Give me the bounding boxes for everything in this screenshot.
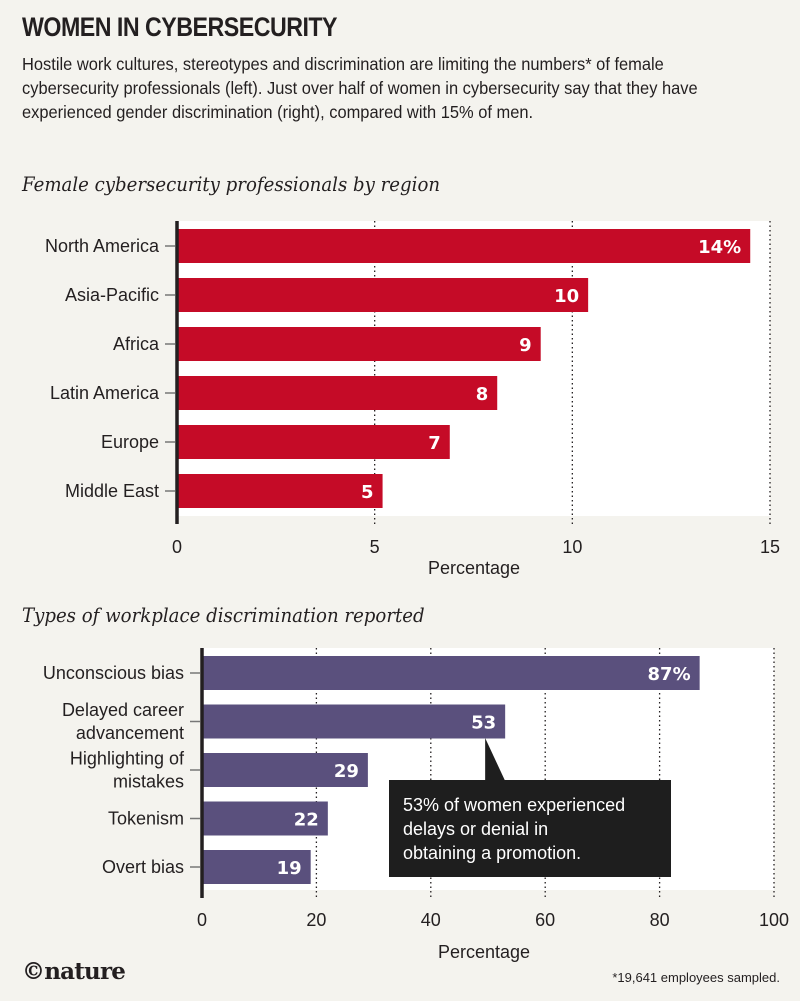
bar-value-label: 22 (294, 810, 319, 831)
bar-value-label: 14% (698, 237, 741, 258)
category-label: mistakes (113, 772, 184, 792)
bar (177, 474, 383, 508)
x-tick-label: 5 (370, 537, 380, 557)
category-label: Delayed career (62, 700, 184, 720)
callout-text: 53% of women experienced (403, 795, 625, 815)
x-axis-title: Percentage (428, 558, 520, 578)
category-label: Overt bias (102, 857, 184, 877)
category-label: Middle East (65, 481, 159, 501)
bar-value-label: 53 (471, 713, 496, 734)
x-tick-label: 60 (535, 910, 555, 930)
page-title: WOMEN IN CYBERSECURITY (22, 12, 338, 42)
bar (177, 229, 751, 263)
x-tick-label: 20 (306, 910, 326, 930)
footnote: *19,641 employees sampled. (612, 970, 780, 985)
bar-value-label: 5 (361, 482, 374, 503)
category-label: Latin America (50, 383, 160, 403)
intro-text: Hostile work cultures, stereotypes and d… (22, 54, 698, 122)
bar-value-label: 9 (519, 335, 532, 356)
callout-text: delays or denial in (403, 819, 548, 839)
bar (177, 327, 541, 361)
bar (202, 850, 311, 884)
bar-value-label: 10 (554, 286, 579, 307)
bar (177, 376, 498, 410)
category-label: Unconscious bias (43, 663, 184, 683)
bar (177, 425, 450, 459)
callout-pointer (485, 738, 506, 781)
category-label: Highlighting of (70, 749, 185, 769)
category-label: advancement (76, 723, 184, 743)
nature-logo: ©nature (22, 958, 126, 985)
category-label: North America (45, 236, 160, 256)
x-tick-label: 0 (197, 910, 207, 930)
bar-value-label: 29 (334, 761, 359, 782)
bar-value-label: 7 (428, 433, 441, 454)
bar-value-label: 87% (648, 664, 691, 685)
x-tick-label: 40 (421, 910, 441, 930)
x-tick-label: 0 (172, 537, 182, 557)
bar (177, 278, 589, 312)
bar (202, 656, 700, 690)
category-label: Tokenism (108, 809, 184, 829)
category-label: Asia-Pacific (65, 285, 159, 305)
callout-text: obtaining a promotion. (403, 843, 581, 863)
x-tick-label: 80 (650, 910, 670, 930)
x-tick-label: 10 (562, 537, 582, 557)
x-tick-label: 15 (760, 537, 780, 557)
callout-box (389, 780, 671, 877)
category-label: Africa (113, 334, 160, 354)
bar-value-label: 19 (277, 858, 302, 879)
bar (202, 704, 506, 739)
x-tick-label: 100 (759, 910, 789, 930)
plot-area (177, 221, 770, 516)
chart1-title: Female cybersecurity professionals by re… (22, 173, 441, 196)
category-label: Europe (101, 432, 159, 452)
chart2-title: Types of workplace discrimination report… (22, 604, 425, 627)
x-axis-title: Percentage (438, 942, 530, 962)
bar-value-label: 8 (476, 384, 489, 405)
bar (202, 753, 368, 787)
bar (202, 801, 328, 836)
